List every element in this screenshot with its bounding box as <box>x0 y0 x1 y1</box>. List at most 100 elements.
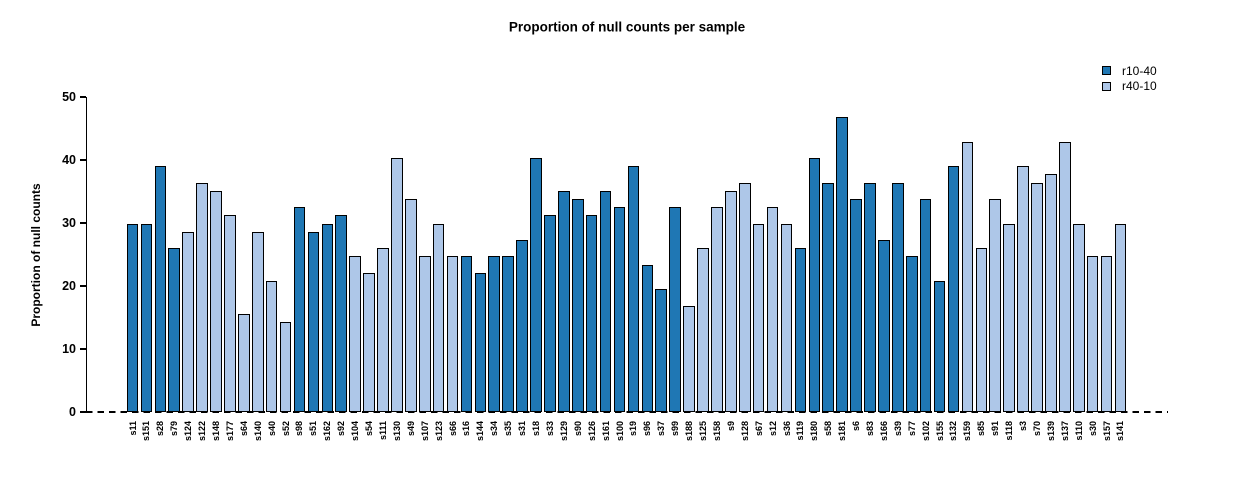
x-label-s98: s98 <box>294 421 305 437</box>
bar-s107 <box>418 256 431 412</box>
bar-s39 <box>892 182 904 412</box>
x-label-s100: s100 <box>614 421 625 442</box>
bar-s111 <box>377 248 389 412</box>
bar-s35 <box>502 256 514 412</box>
x-label-s151: s151 <box>141 421 152 442</box>
x-label-s111: s111 <box>377 421 388 441</box>
x-label-s30: s30 <box>1087 421 1098 437</box>
bar-s49 <box>405 199 417 412</box>
x-label-s34: s34 <box>489 421 500 437</box>
legend-label: r10-40 <box>1122 63 1157 78</box>
x-label-s159: s159 <box>962 421 973 442</box>
x-label-s52: s52 <box>280 421 291 437</box>
x-label-s91: s91 <box>990 421 1001 437</box>
x-label-s130: s130 <box>391 421 402 442</box>
bar-s139 <box>1045 174 1057 412</box>
x-label-s119: s119 <box>795 421 806 441</box>
bar-s157 <box>1100 256 1113 412</box>
x-label-s36: s36 <box>781 421 792 437</box>
bar-s79 <box>168 248 181 412</box>
x-label-s85: s85 <box>976 421 987 437</box>
bar-s126 <box>585 215 598 412</box>
x-label-s40: s40 <box>266 421 277 437</box>
bar-s137 <box>1059 141 1071 412</box>
x-label-s124: s124 <box>183 421 194 442</box>
bar-s11 <box>126 223 139 412</box>
y-tick-label: 30 <box>62 215 76 230</box>
x-label-s6: s6 <box>851 421 862 432</box>
x-label-s33: s33 <box>544 421 555 437</box>
x-label-s181: s181 <box>837 421 848 442</box>
bar-s51 <box>307 231 320 412</box>
bar-s122 <box>196 182 208 412</box>
bar-s144 <box>474 272 487 412</box>
bar-s177 <box>224 215 236 412</box>
bar-s181 <box>836 117 848 412</box>
x-label-s67: s67 <box>753 421 764 437</box>
bar-s118 <box>1003 223 1015 412</box>
x-label-s125: s125 <box>698 421 708 442</box>
bar-s162 <box>321 223 334 412</box>
legend-item-r10-40: r10-40 <box>1102 63 1157 79</box>
x-label-s39: s39 <box>892 421 903 437</box>
x-label-s70: s70 <box>1031 421 1042 437</box>
x-label-s157: s157 <box>1101 421 1112 442</box>
x-label-s107: s107 <box>419 421 430 442</box>
x-label-s158: s158 <box>711 421 722 442</box>
x-label-s31: s31 <box>517 421 528 437</box>
x-label-s58: s58 <box>823 421 834 437</box>
bar-s148 <box>210 190 222 412</box>
bar-s119 <box>794 248 807 412</box>
bar-s34 <box>488 256 501 412</box>
bar-s155 <box>933 280 946 412</box>
bar-s66 <box>446 256 459 412</box>
bar-s123 <box>432 223 445 412</box>
x-label-s92: s92 <box>336 421 347 437</box>
bar-s110 <box>1072 223 1085 412</box>
x-label-s137: s137 <box>1059 421 1070 442</box>
x-label-s9: s9 <box>725 421 736 432</box>
legend: r10-40 r40-10 <box>1102 63 1157 94</box>
bar-s130 <box>391 158 403 412</box>
bar-s128 <box>738 182 751 412</box>
x-label-s49: s49 <box>405 421 416 437</box>
x-label-s37: s37 <box>656 421 667 437</box>
x-label-s77: s77 <box>906 421 917 437</box>
legend-swatch-icon <box>1102 81 1111 91</box>
bar-s12 <box>766 207 779 412</box>
x-label-s128: s128 <box>739 421 750 442</box>
bar-s92 <box>335 215 348 412</box>
chart-title: Proportion of null counts per sample <box>508 19 746 35</box>
bar-s70 <box>1031 182 1043 412</box>
bar-s85 <box>975 248 988 412</box>
bar-s3 <box>1017 166 1029 412</box>
x-label-s162: s162 <box>322 421 333 442</box>
x-label-s188: s188 <box>684 421 695 442</box>
y-tick-mark <box>80 159 86 161</box>
x-label-s129: s129 <box>558 421 569 442</box>
y-axis-label: Proportion of null counts <box>29 183 43 327</box>
x-label-s96: s96 <box>642 421 653 437</box>
bar-s159 <box>961 141 974 412</box>
x-label-s11: s11 <box>127 421 138 436</box>
y-axis-line <box>85 97 87 413</box>
x-label-s12: s12 <box>767 421 778 437</box>
bar-s90 <box>571 199 584 412</box>
x-label-s122: s122 <box>197 421 208 442</box>
x-label-s51: s51 <box>308 421 319 437</box>
bar-s96 <box>641 264 654 412</box>
legend-item-r40-10: r40-10 <box>1102 79 1157 95</box>
x-label-s126: s126 <box>586 421 597 442</box>
bar-s161 <box>599 190 612 412</box>
x-label-s18: s18 <box>531 421 542 437</box>
x-label-s102: s102 <box>920 421 931 442</box>
bar-s77 <box>905 256 918 412</box>
x-label-s83: s83 <box>864 421 875 437</box>
x-label-s28: s28 <box>155 421 166 437</box>
x-label-s140: s140 <box>252 421 263 442</box>
x-label-s104: s104 <box>350 421 361 442</box>
bar-s91 <box>989 199 1002 412</box>
legend-swatch-icon <box>1102 66 1111 76</box>
x-label-s141: s141 <box>1115 421 1126 442</box>
